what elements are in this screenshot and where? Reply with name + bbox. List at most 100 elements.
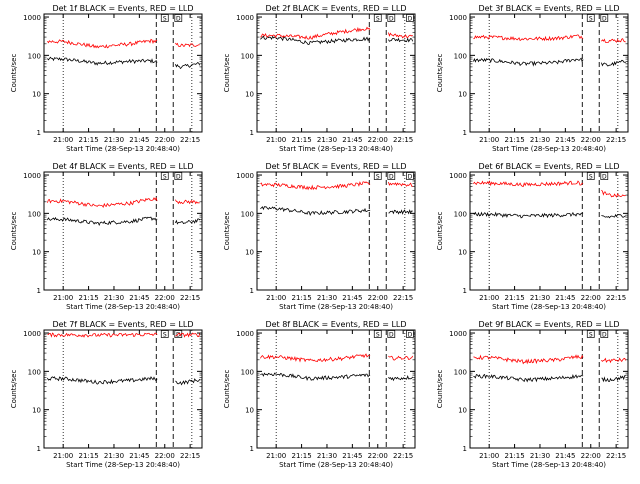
y-axis-label: Counts/sec — [10, 212, 18, 251]
y-tick-label: 1 — [37, 129, 41, 137]
marker-label: D — [602, 174, 607, 181]
y-tick-label: 1000 — [23, 172, 41, 180]
series-line-events — [260, 35, 414, 46]
plot-frame — [469, 329, 629, 449]
y-tick-label: 1000 — [23, 14, 41, 22]
x-tick-label: 21:00 — [479, 294, 499, 302]
plot-frame — [43, 329, 203, 449]
x-tick-label: 22:15 — [606, 136, 626, 144]
y-tick-label: 1000 — [449, 172, 467, 180]
marker-box — [387, 330, 396, 338]
x-tick-label: 22:00 — [368, 294, 388, 302]
marker-label: D — [389, 332, 394, 339]
x-tick-label: 21:00 — [53, 136, 73, 144]
series-line-lld — [260, 353, 414, 363]
x-tick-label: 21:30 — [104, 452, 124, 460]
y-tick-label: 1 — [463, 287, 467, 295]
marker-box — [174, 14, 183, 22]
detector-panel-7: Det 7f BLACK = Events, RED = LLD 1 10 100 10… — [10, 320, 203, 469]
y-tick-label: 1 — [463, 445, 467, 453]
marker-box — [600, 14, 609, 22]
detector-panel-5: Det 5f BLACK = Events, RED = LLD 1 10 100 10… — [223, 162, 416, 311]
x-tick-label: 21:15 — [291, 136, 311, 144]
x-tick-label: 21:30 — [317, 136, 337, 144]
panel-title: Det 2f BLACK = Events, RED = LLD — [265, 4, 406, 13]
marker-box — [600, 330, 609, 338]
series-line-events — [47, 56, 201, 70]
y-tick-label: 10 — [245, 407, 254, 415]
series-line-events — [47, 376, 201, 386]
x-tick-label: 21:00 — [266, 452, 286, 460]
x-tick-label: 21:45 — [129, 452, 149, 460]
marker-box — [160, 14, 169, 22]
y-tick-label: 100 — [28, 210, 41, 218]
x-tick-label: 21:30 — [104, 294, 124, 302]
y-tick-label: 1000 — [449, 330, 467, 338]
marker-label: D — [408, 16, 413, 23]
plot-frame — [256, 171, 416, 291]
x-tick-label: 22:00 — [155, 294, 175, 302]
y-tick-label: 10 — [32, 91, 41, 99]
marker-label: D — [389, 16, 394, 23]
marker-label: S — [376, 16, 380, 23]
marker-label: S — [376, 174, 380, 181]
y-tick-label: 10 — [245, 91, 254, 99]
panel-title: Det 5f BLACK = Events, RED = LLD — [265, 162, 406, 171]
marker-label: S — [163, 16, 167, 23]
marker-box — [387, 172, 396, 180]
x-tick-label: 21:15 — [78, 136, 98, 144]
series-line-lld — [47, 38, 200, 49]
x-tick-label: 22:15 — [393, 136, 413, 144]
series-line-events — [260, 372, 414, 382]
x-tick-label: 21:30 — [530, 294, 550, 302]
plot-frame — [256, 13, 416, 133]
y-tick-label: 1 — [37, 287, 41, 295]
x-axis-label: Start Time (28-Sep-13 20:48:40) — [66, 145, 180, 153]
x-axis-label: Start Time (28-Sep-13 20:48:40) — [492, 145, 606, 153]
x-axis-label: Start Time (28-Sep-13 20:48:40) — [279, 303, 393, 311]
series-line-events — [47, 216, 201, 227]
plot-frame — [256, 329, 416, 449]
x-tick-label: 22:15 — [393, 452, 413, 460]
marker-label: D — [389, 174, 394, 181]
marker-box — [600, 172, 609, 180]
y-tick-label: 10 — [458, 249, 467, 257]
series-line-lld — [260, 181, 413, 191]
x-tick-label: 22:00 — [155, 452, 175, 460]
y-tick-label: 100 — [454, 52, 467, 60]
x-axis-label: Start Time (28-Sep-13 20:48:40) — [66, 461, 180, 469]
plot-frame — [469, 13, 629, 133]
x-tick-label: 22:00 — [368, 136, 388, 144]
x-tick-label: 21:30 — [317, 452, 337, 460]
marker-label: D — [176, 332, 181, 339]
plot-frame — [469, 171, 629, 291]
marker-box — [586, 330, 595, 338]
panel-title: Det 6f BLACK = Events, RED = LLD — [478, 162, 619, 171]
series-line-events — [473, 211, 626, 219]
y-axis-label: Counts/sec — [10, 370, 18, 409]
marker-label: D — [176, 174, 181, 181]
x-tick-label: 22:15 — [180, 294, 200, 302]
marker-label: S — [163, 332, 167, 339]
y-axis-label: Counts/sec — [436, 54, 444, 93]
y-tick-label: 100 — [28, 368, 41, 376]
marker-box — [586, 172, 595, 180]
x-tick-label: 21:30 — [317, 294, 337, 302]
y-tick-label: 1000 — [236, 14, 254, 22]
series-line-lld — [47, 197, 200, 208]
series-line-lld — [260, 26, 413, 40]
x-tick-label: 21:45 — [555, 136, 575, 144]
series-line-events — [473, 57, 626, 67]
x-tick-label: 21:00 — [266, 136, 286, 144]
x-tick-label: 21:45 — [342, 136, 362, 144]
marker-label: S — [589, 332, 593, 339]
plot-frame — [43, 13, 203, 133]
x-tick-label: 21:00 — [53, 452, 73, 460]
y-tick-label: 1 — [463, 129, 467, 137]
y-axis-label: Counts/sec — [436, 212, 444, 251]
x-tick-label: 22:15 — [606, 452, 626, 460]
marker-box — [406, 330, 414, 338]
y-tick-label: 100 — [454, 368, 467, 376]
series-line-events — [260, 206, 413, 217]
